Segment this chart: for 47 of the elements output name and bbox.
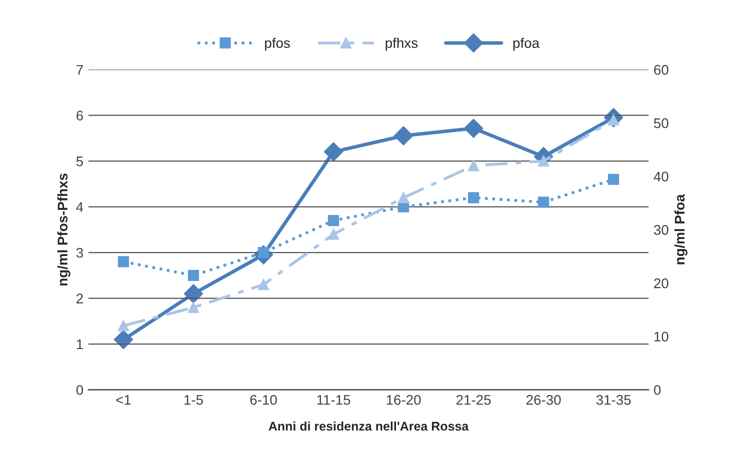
point <box>608 174 620 185</box>
point <box>188 302 200 313</box>
point <box>328 214 340 226</box>
y-tick-label: 5 <box>76 156 83 166</box>
point <box>258 279 270 290</box>
point <box>538 156 550 167</box>
y-axis-title: ng/ml Pfos-Pfhxs <box>57 174 70 286</box>
point <box>398 192 410 204</box>
legend-label: pfos <box>265 38 290 51</box>
x-tick-label: <1 <box>116 395 131 405</box>
x-axis-title: Anni di residenza nell'Area Rossa <box>268 421 469 431</box>
y-tick-label: 1 <box>76 340 83 350</box>
point <box>184 284 203 304</box>
legend-label: pfoa <box>513 38 540 51</box>
x-tick-label: 6-10 <box>250 394 277 405</box>
x-tick-label: 16-20 <box>386 394 421 405</box>
y-tick-label: 3 <box>76 248 83 258</box>
point <box>468 160 480 172</box>
y2-tick-label: 10 <box>654 332 668 342</box>
point <box>118 320 130 332</box>
x-tick-label: 1-5 <box>184 395 203 405</box>
point <box>538 196 550 208</box>
point <box>114 330 133 350</box>
x-tick-label: 26-30 <box>526 394 561 405</box>
point <box>468 192 480 204</box>
y-tick-label: 7 <box>76 65 83 75</box>
y2-tick-label: 40 <box>654 172 668 182</box>
y2-tick-label: 50 <box>654 118 668 128</box>
y2-tick-label: 20 <box>654 278 668 288</box>
y-tick-label: 0 <box>76 385 84 395</box>
legend-label: pfhxs <box>386 38 418 51</box>
x-tick-label: 31-35 <box>596 394 631 405</box>
point <box>118 256 130 268</box>
point <box>464 118 484 138</box>
y2-axis-title: ng/ml Pfoa <box>674 194 688 264</box>
y-tick-label: 6 <box>76 110 83 121</box>
y2-tick-label: 30 <box>654 225 668 235</box>
point <box>324 142 344 162</box>
point <box>394 126 414 146</box>
x-tick-label: 11-15 <box>317 395 350 405</box>
point <box>188 270 200 281</box>
x-tick-label: 21-25 <box>456 394 491 405</box>
y2-tick-label: 0 <box>654 385 661 395</box>
y-tick-label: 4 <box>76 202 84 212</box>
point <box>328 228 340 240</box>
y2-tick-label: 60 <box>654 64 668 75</box>
y-tick-label: 2 <box>76 294 83 304</box>
